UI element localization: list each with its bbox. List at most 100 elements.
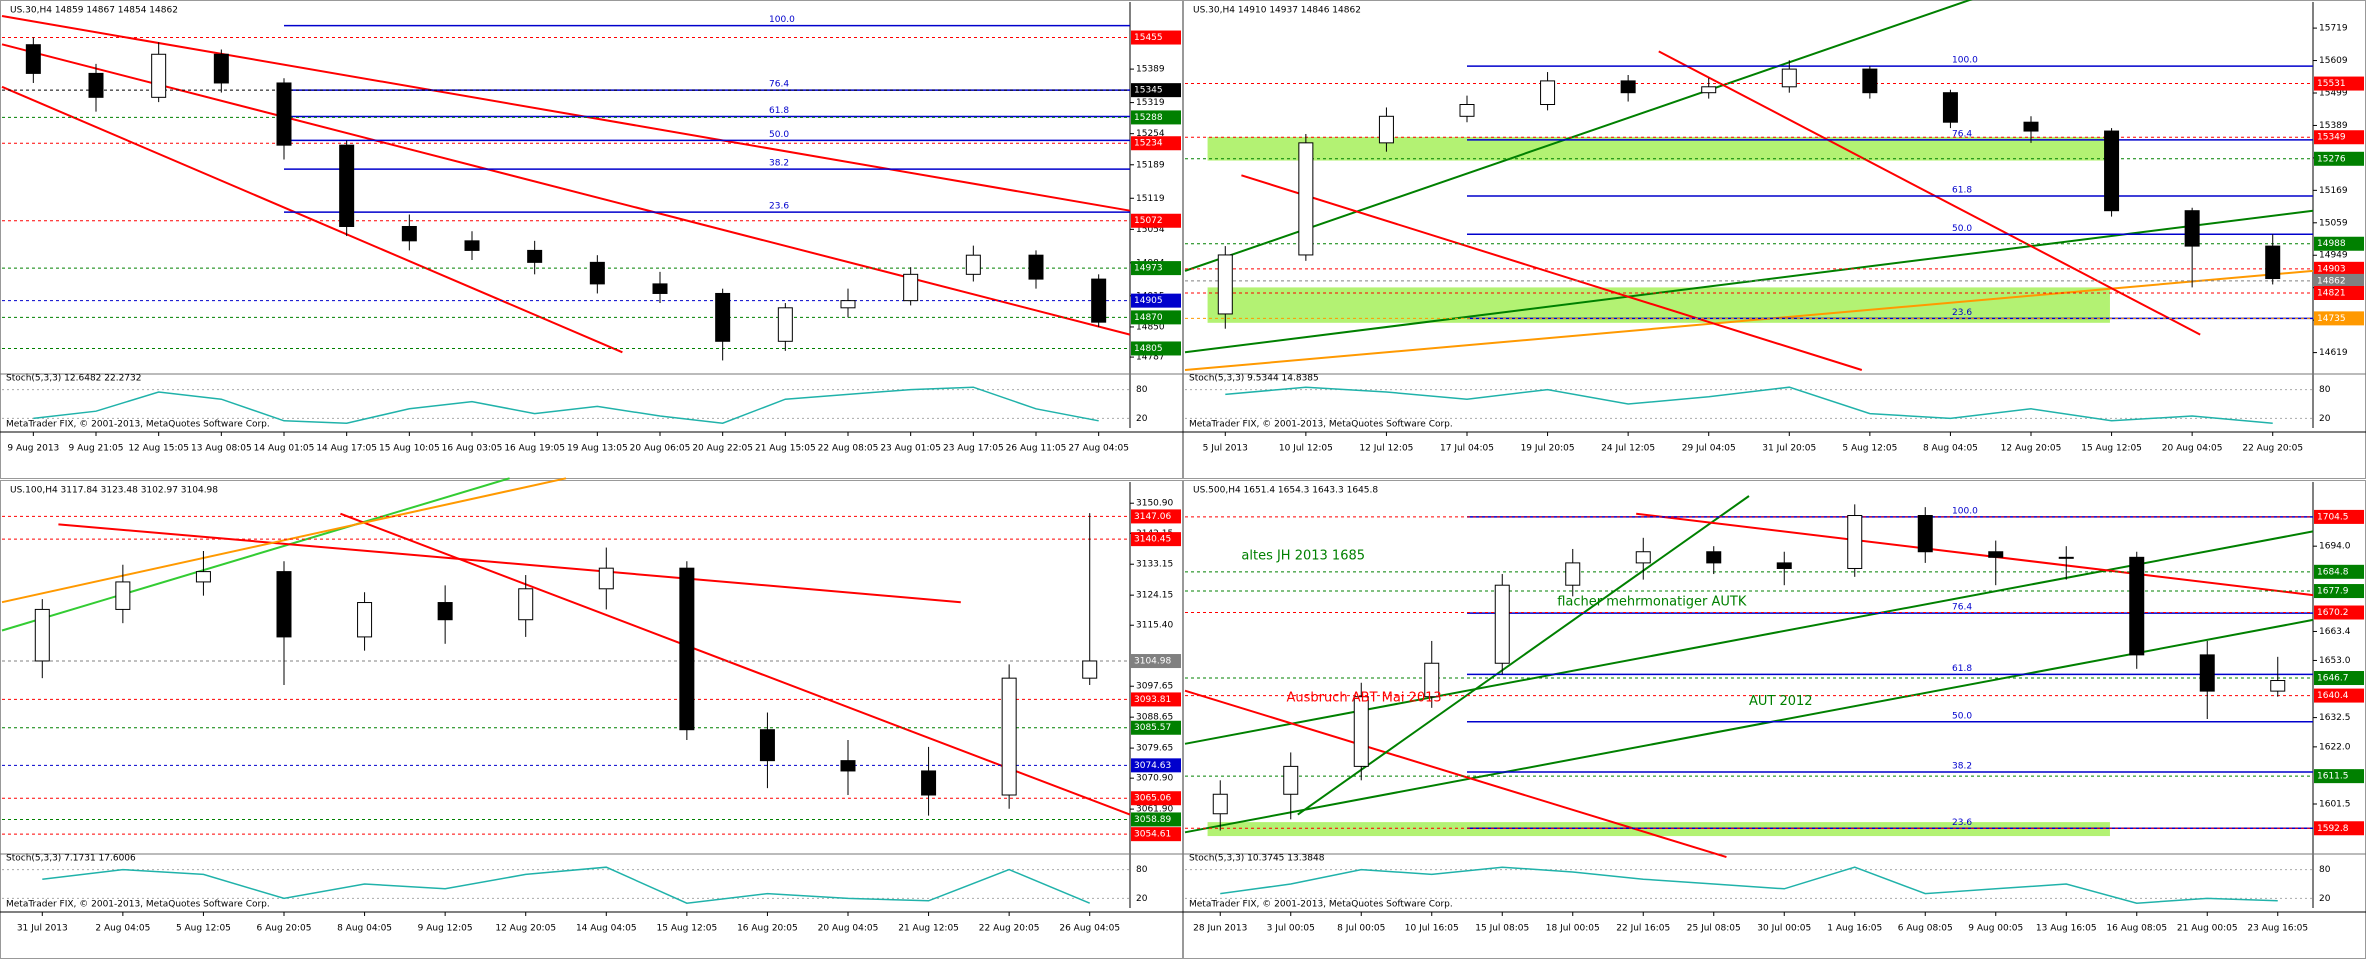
- stoch-line: [1225, 386, 2273, 424]
- trend-line: [1636, 512, 2314, 597]
- x-tick-label: 13 Aug 08:05: [191, 444, 252, 454]
- x-tick-label: 16 Aug 03:05: [442, 444, 503, 454]
- y-tick-label: 3124.15: [1136, 591, 1173, 601]
- fib-label: 38.2: [769, 159, 789, 169]
- x-tick-label: 21 Aug 00:05: [2177, 924, 2238, 934]
- stoch-line: [33, 386, 1099, 424]
- x-tick-label: 8 Jul 00:05: [1337, 924, 1385, 934]
- level-label: 3058.89: [1134, 815, 1171, 825]
- candle-body: [2199, 654, 2215, 692]
- level-label: 3054.61: [1134, 830, 1171, 840]
- x-tick-label: 9 Aug 00:05: [1968, 924, 2023, 934]
- level-tag: [2314, 584, 2364, 599]
- level-tag: [1131, 83, 1181, 98]
- candle-body: [1091, 278, 1107, 323]
- level-tag: [1131, 110, 1181, 125]
- x-tick-label: 20 Aug 04:05: [2162, 444, 2223, 454]
- trend-line: [1, 477, 567, 604]
- stoch-line: [1220, 866, 2278, 904]
- x-tick-label: 14 Aug 04:05: [576, 924, 637, 934]
- x-tick-label: 19 Aug 13:05: [567, 444, 628, 454]
- stoch-tick-label: 20: [2319, 414, 2331, 424]
- fib-label: 100.0: [1952, 506, 1978, 516]
- level-label: 15288: [1134, 113, 1163, 123]
- y-tick-label: 15054: [1136, 225, 1165, 235]
- level-tag: [2314, 261, 2364, 276]
- y-tick-label: 1622.0: [2319, 742, 2351, 752]
- candle-body: [903, 273, 919, 302]
- x-tick-label: 28 Jun 2013: [1193, 924, 1247, 934]
- candle-body: [1212, 793, 1228, 815]
- fib-label: 23.6: [1952, 308, 1972, 318]
- y-tick-label: 3097.65: [1136, 682, 1173, 692]
- x-tick-label: 23 Aug 16:05: [2247, 924, 2308, 934]
- candle-body: [1217, 254, 1233, 315]
- annotation: altes JH 2013 1685: [1241, 549, 1365, 564]
- x-tick-label: 10 Jul 16:05: [1405, 924, 1459, 934]
- x-tick-label: 20 Aug 22:05: [692, 444, 753, 454]
- candle-body: [1082, 660, 1098, 679]
- level-tag: [1131, 758, 1181, 773]
- trend-line: [1658, 50, 2201, 336]
- level-label: 14903: [2317, 264, 2346, 274]
- candle-body: [34, 608, 50, 662]
- level-label: 14805: [1134, 344, 1163, 354]
- trend-line: [1184, 0, 1973, 272]
- chart-title: US.30,H4 14859 14867 14854 14862: [10, 6, 178, 16]
- x-tick-label: 12 Aug 20:05: [2001, 444, 2062, 454]
- level-tag: [2314, 671, 2364, 686]
- candle-body: [437, 602, 453, 621]
- x-tick-label: 12 Aug 20:05: [495, 924, 556, 934]
- candle-body: [357, 602, 373, 638]
- x-tick-label: 22 Aug 20:05: [979, 924, 1040, 934]
- candle-body: [2104, 130, 2120, 212]
- fib-label: 76.4: [769, 80, 789, 90]
- y-tick-label: 3079.65: [1136, 744, 1173, 754]
- x-tick-label: 9 Aug 12:05: [418, 924, 473, 934]
- candle-body: [1635, 551, 1651, 564]
- level-tag: [2314, 273, 2364, 288]
- level-tag: [2314, 236, 2364, 251]
- x-tick-label: 5 Jul 2013: [1203, 444, 1248, 454]
- candle-body: [1459, 104, 1475, 117]
- candle-body: [679, 567, 695, 731]
- fib-label: 76.4: [1952, 129, 1972, 139]
- level-tag: [1131, 341, 1181, 356]
- level-tag: [1131, 310, 1181, 325]
- level-label: 15349: [2317, 133, 2346, 143]
- y-tick-label: 15389: [2319, 121, 2348, 131]
- fib-label: 61.8: [1952, 185, 1972, 195]
- x-tick-label: 31 Jul 20:05: [1762, 444, 1816, 454]
- level-tag: [1131, 692, 1181, 707]
- y-tick-label: 15059: [2319, 218, 2348, 228]
- copyright: MetaTrader FIX, © 2001-2013, MetaQuotes …: [6, 420, 270, 430]
- candle-body: [1001, 677, 1017, 796]
- fib-label: 61.8: [769, 106, 789, 116]
- x-tick-label: 31 Jul 2013: [17, 924, 68, 934]
- level-tag: [1131, 827, 1181, 842]
- x-tick-label: 1 Aug 16:05: [1827, 924, 1882, 934]
- candle-body: [1847, 515, 1863, 569]
- x-tick-label: 22 Aug 08:05: [818, 444, 879, 454]
- level-tag: [2314, 311, 2364, 326]
- candle-body: [1565, 562, 1581, 586]
- x-tick-label: 19 Jul 20:05: [1521, 444, 1575, 454]
- x-tick-label: 16 Aug 08:05: [2106, 924, 2167, 934]
- trend-line: [1184, 618, 2314, 834]
- y-tick-label: 15719: [2319, 24, 2348, 34]
- stoch-tick-label: 80: [1136, 865, 1148, 875]
- candle-body: [2265, 245, 2281, 280]
- level-label: 1677.9: [2317, 587, 2349, 597]
- level-label: 15345: [1134, 86, 1163, 96]
- chart-window: [1183, 480, 2366, 959]
- level-label: 3065.06: [1134, 794, 1171, 804]
- y-tick-label: 15319: [1136, 98, 1165, 108]
- annotation: Ausbruch ABT Mai 2013: [1287, 690, 1442, 705]
- stoch-line: [42, 866, 1091, 904]
- level-tag: [1131, 720, 1181, 735]
- level-label: 1646.7: [2317, 674, 2349, 684]
- candle-body: [2058, 556, 2074, 559]
- candle-body: [965, 254, 981, 275]
- x-tick-label: 15 Jul 08:05: [1475, 924, 1529, 934]
- candle-body: [25, 44, 41, 74]
